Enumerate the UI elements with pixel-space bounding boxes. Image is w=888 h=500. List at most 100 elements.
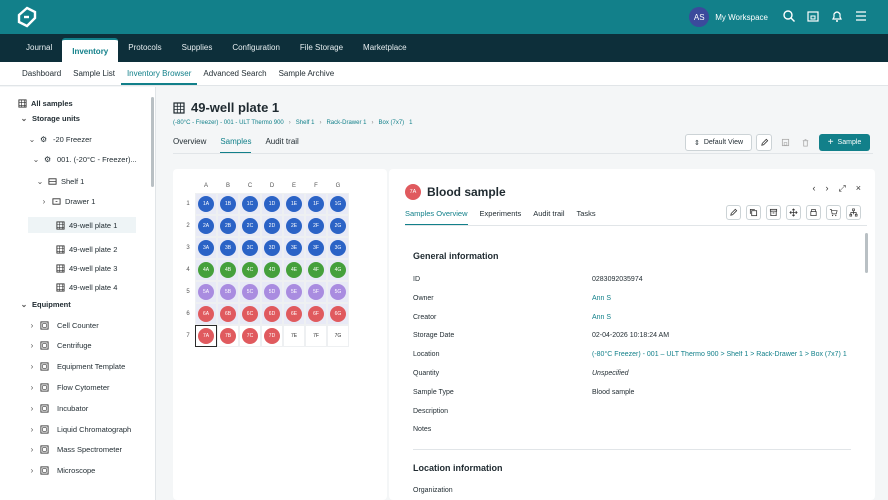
tree-equipment-item[interactable]: › Incubator [28, 400, 89, 416]
well-cell[interactable]: 3G [327, 237, 349, 259]
chevron-right-icon[interactable]: › [30, 320, 34, 330]
well-cell[interactable]: 4B [217, 259, 239, 281]
well-cell[interactable]: 7D [261, 325, 283, 347]
nav-supplies[interactable]: Supplies [181, 43, 213, 52]
well-cell[interactable]: 5E [283, 281, 305, 303]
well-cell[interactable]: 4G [327, 259, 349, 281]
tree-equipment-item[interactable]: › Cell Counter [28, 317, 99, 333]
well-cell[interactable]: 2E [283, 215, 305, 237]
delete-button[interactable] [797, 134, 813, 151]
save-button[interactable] [777, 134, 793, 151]
tree-shelf[interactable]: ⌄ Shelf 1 [36, 173, 85, 189]
default-view-button[interactable]: ⇕ Default View [685, 134, 752, 151]
tree-equipment-item[interactable]: › Centrifuge [28, 338, 92, 354]
tab-samples-overview[interactable]: Samples Overview [405, 209, 468, 226]
well-cell[interactable]: 2B [217, 215, 239, 237]
well-cell[interactable]: 1E [283, 193, 305, 215]
well-cell[interactable]: 7C [239, 325, 261, 347]
edit-sample-button[interactable] [726, 205, 741, 220]
well-cell[interactable]: 4C [239, 259, 261, 281]
bell-icon[interactable] [830, 9, 844, 23]
add-sample-button[interactable]: + Sample [819, 134, 870, 151]
nav-journal[interactable]: Journal [26, 43, 53, 52]
archive-button[interactable] [766, 205, 781, 220]
tree-drawer[interactable]: › Drawer 1 [40, 193, 96, 209]
tree-freezer[interactable]: ⌄ ⚙ -20 Freezer [28, 131, 92, 147]
nav-inventory[interactable]: Inventory [62, 38, 119, 62]
well-cell[interactable]: 5B [217, 281, 239, 303]
tree-equipment[interactable]: ⌄ Equipment [20, 296, 71, 312]
well-cell[interactable]: 3E [283, 237, 305, 259]
breadcrumb-item[interactable]: Rack-Drawer 1 [326, 120, 367, 126]
tab-experiments[interactable]: Experiments [479, 209, 522, 218]
well-cell[interactable]: 5F [305, 281, 327, 303]
chevron-left-icon[interactable]: ‹ [812, 183, 816, 193]
breadcrumb-item[interactable]: 1 [409, 120, 413, 126]
workspace-switcher[interactable]: AS My Workspace [689, 7, 768, 27]
edit-button[interactable] [756, 134, 772, 151]
well-cell[interactable]: 6B [217, 303, 239, 325]
tree-equipment-item[interactable]: › Mass Spectrometer [28, 442, 122, 458]
chevron-right-icon[interactable]: › [30, 382, 34, 392]
nav-marketplace[interactable]: Marketplace [363, 43, 407, 52]
field-value[interactable]: Ann S [592, 294, 612, 302]
tree-storage-units[interactable]: ⌄ Storage units [20, 110, 80, 126]
well-cell[interactable]: 6E [283, 303, 305, 325]
chevron-right-icon[interactable]: › [30, 362, 34, 372]
well-cell[interactable]: 1A [195, 193, 217, 215]
well-cell[interactable]: 7A [195, 325, 217, 347]
tree-rack[interactable]: ⌄ ⚙ 001. (-20°C - Freezer)... [32, 151, 137, 167]
detail-scrollbar[interactable] [865, 233, 868, 273]
well-cell[interactable]: 5G [327, 281, 349, 303]
well-cell[interactable]: 1F [305, 193, 327, 215]
nav-file-storage[interactable]: File Storage [299, 43, 344, 52]
well-cell[interactable]: 4E [283, 259, 305, 281]
well-cell[interactable]: 2C [239, 215, 261, 237]
well-cell[interactable]: 7B [217, 325, 239, 347]
well-cell[interactable]: 1G [327, 193, 349, 215]
well-cell[interactable]: 1D [261, 193, 283, 215]
store-icon[interactable] [806, 9, 820, 23]
tree-equipment-item[interactable]: › Flow Cytometer [28, 379, 110, 395]
well-cell[interactable]: 3C [239, 237, 261, 259]
well-cell[interactable]: 2A [195, 215, 217, 237]
tab-audit-trail[interactable]: Audit trail [265, 137, 299, 146]
subnav-dashboard[interactable]: Dashboard [22, 69, 62, 78]
well-cell[interactable]: 5D [261, 281, 283, 303]
well-cell[interactable]: 3D [261, 237, 283, 259]
tree-equipment-item[interactable]: › Microscope [28, 463, 96, 479]
well-cell[interactable]: 6G [327, 303, 349, 325]
well-cell[interactable]: 1C [239, 193, 261, 215]
well-cell[interactable]: 2G [327, 215, 349, 237]
well-cell[interactable]: 6F [305, 303, 327, 325]
well-cell[interactable]: 3B [217, 237, 239, 259]
print-label-button[interactable] [806, 205, 821, 220]
search-icon[interactable] [782, 9, 796, 23]
subnav-sample-archive[interactable]: Sample Archive [278, 69, 335, 78]
well-cell[interactable]: 4F [305, 259, 327, 281]
subnav-sample-list[interactable]: Sample List [73, 69, 115, 78]
chevron-down-icon[interactable]: ⌄ [32, 154, 40, 164]
chevron-down-icon[interactable]: ⌄ [36, 176, 44, 186]
nav-configuration[interactable]: Configuration [232, 43, 280, 52]
chevron-right-icon[interactable]: › [42, 196, 46, 206]
well-cell[interactable]: 3F [305, 237, 327, 259]
chevron-right-icon[interactable]: › [30, 445, 34, 455]
tree-equipment-item[interactable]: › Equipment Template [28, 359, 126, 375]
well-cell[interactable]: 5A [195, 281, 217, 303]
breadcrumb-item[interactable]: (-80°C - Freezer) - 001 - ULT Thermo 900 [173, 120, 284, 126]
well-cell[interactable]: 7F [305, 325, 327, 347]
close-icon[interactable]: × [855, 183, 861, 193]
chevron-down-icon[interactable]: ⌄ [28, 134, 36, 144]
move-button[interactable] [786, 205, 801, 220]
sidebar-scrollbar[interactable] [151, 97, 154, 187]
breadcrumb-item[interactable]: Shelf 1 [295, 120, 315, 126]
chevron-right-icon[interactable]: › [30, 341, 34, 351]
well-cell[interactable]: 7E [283, 325, 305, 347]
copy-button[interactable] [746, 205, 761, 220]
app-logo-icon[interactable] [16, 6, 38, 28]
well-cell[interactable]: 6A [195, 303, 217, 325]
tree-equipment-item[interactable]: › Liquid Chromatograph [28, 421, 132, 437]
chevron-right-icon[interactable]: › [30, 424, 34, 434]
nav-protocols[interactable]: Protocols [128, 43, 162, 52]
